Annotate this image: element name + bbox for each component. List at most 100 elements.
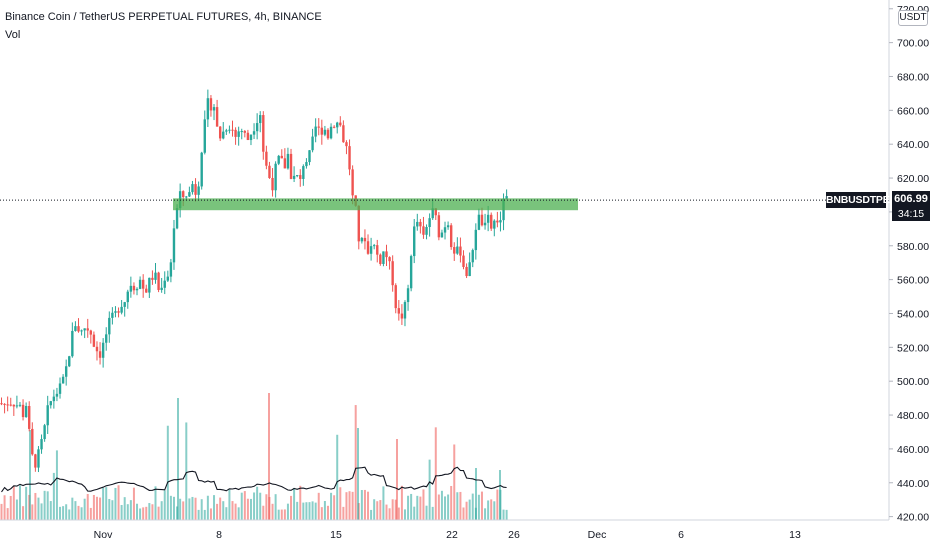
volume-indicator-label[interactable]: Vol [5, 29, 21, 41]
candle-body [299, 175, 302, 179]
volume-bar [367, 491, 370, 520]
volume-bar [456, 492, 459, 520]
volume-bar [34, 492, 37, 520]
candle-body [117, 311, 120, 313]
candle-body [18, 404, 22, 406]
volume-bar [499, 470, 501, 520]
volume-bar [111, 500, 114, 520]
volume-bar [71, 497, 74, 520]
volume-bar [290, 495, 293, 520]
candle-body [274, 163, 277, 191]
volume-bar [311, 501, 314, 520]
candle-body [342, 125, 345, 143]
price-tick-label: 480.00 [897, 410, 929, 422]
price-tick-label: 700.00 [897, 38, 929, 50]
volume-bar [351, 491, 354, 520]
volume-bar [407, 495, 410, 520]
candle-body [422, 226, 425, 235]
candle-body [474, 229, 478, 251]
candle-body [86, 328, 89, 331]
candle-body [400, 313, 404, 319]
volume-bar [213, 495, 216, 520]
candle-body [468, 262, 471, 277]
volume-bar [37, 497, 40, 520]
volume-bar [348, 491, 351, 520]
volume-bar [253, 492, 256, 520]
volume-bar [157, 506, 160, 520]
candle-body [329, 126, 333, 139]
price-tick-label: 420.00 [897, 512, 929, 524]
volume-bar [3, 495, 6, 520]
volume-bar [62, 506, 65, 520]
candle-body [212, 107, 216, 111]
support-zone [173, 198, 578, 211]
price-tick-label: 460.00 [897, 444, 929, 456]
volume-bar [145, 506, 148, 520]
candle-body [431, 208, 434, 219]
volume-bar [391, 499, 394, 520]
candle-body [440, 232, 444, 238]
volume-bar [74, 501, 77, 520]
candle-body [77, 326, 80, 332]
volume-bar [197, 509, 200, 520]
candle-body [499, 220, 502, 223]
volume-bar [31, 504, 34, 520]
volume-bar [462, 507, 465, 520]
candle-body [416, 221, 419, 227]
volume-bar [444, 496, 447, 520]
volume-ma-line [1, 466, 507, 493]
candle-body [49, 401, 52, 406]
volume-bar [308, 502, 311, 520]
time-tick-label: Nov [94, 529, 113, 541]
volume-bar [490, 499, 493, 520]
volume-bar [280, 509, 283, 520]
candle-body [351, 169, 354, 196]
candle-body [486, 214, 490, 223]
volume-bar [422, 489, 425, 520]
volume-bar [43, 490, 46, 520]
candle-body [243, 131, 247, 133]
volume-bar [148, 503, 151, 520]
candle-body [302, 166, 305, 179]
time-tick-label: 26 [508, 529, 520, 541]
candle-body [397, 308, 401, 314]
price-tick-label: 560.00 [897, 275, 929, 287]
volume-bar [249, 498, 252, 520]
candle-body [326, 129, 330, 139]
candle-body [237, 131, 240, 137]
candle-body [71, 330, 74, 357]
volume-bar [396, 439, 398, 520]
candle-body [61, 376, 65, 384]
candle-body [465, 266, 468, 277]
volume-bar [154, 486, 157, 520]
volume-bar [200, 499, 203, 520]
volume-bar [102, 487, 105, 520]
candle-body [21, 404, 25, 418]
volume-bar [323, 500, 326, 520]
volume-bar [400, 485, 403, 520]
candle-body [255, 123, 259, 132]
candle-body [206, 98, 210, 120]
candle-body [188, 192, 191, 197]
volume-bar [123, 497, 126, 520]
volume-bar [216, 503, 219, 520]
volume-bar [419, 496, 422, 520]
volume-bar [160, 501, 163, 520]
candle-body [120, 306, 123, 313]
volume-bar [169, 495, 172, 520]
volume-bar [46, 491, 49, 520]
volume-bar [468, 499, 471, 520]
volume-bar [86, 494, 89, 520]
candle-body [317, 126, 320, 128]
candle-body [413, 226, 416, 257]
currency-button[interactable]: USDT [898, 10, 928, 26]
candle-body [348, 146, 351, 170]
volume-bar [302, 502, 305, 520]
time-tick-label: 6 [678, 529, 684, 541]
candle-body [194, 184, 197, 195]
candle-body [228, 129, 231, 131]
volume-bar [29, 430, 31, 520]
volume-bar [262, 505, 265, 520]
candle-body [289, 153, 293, 179]
